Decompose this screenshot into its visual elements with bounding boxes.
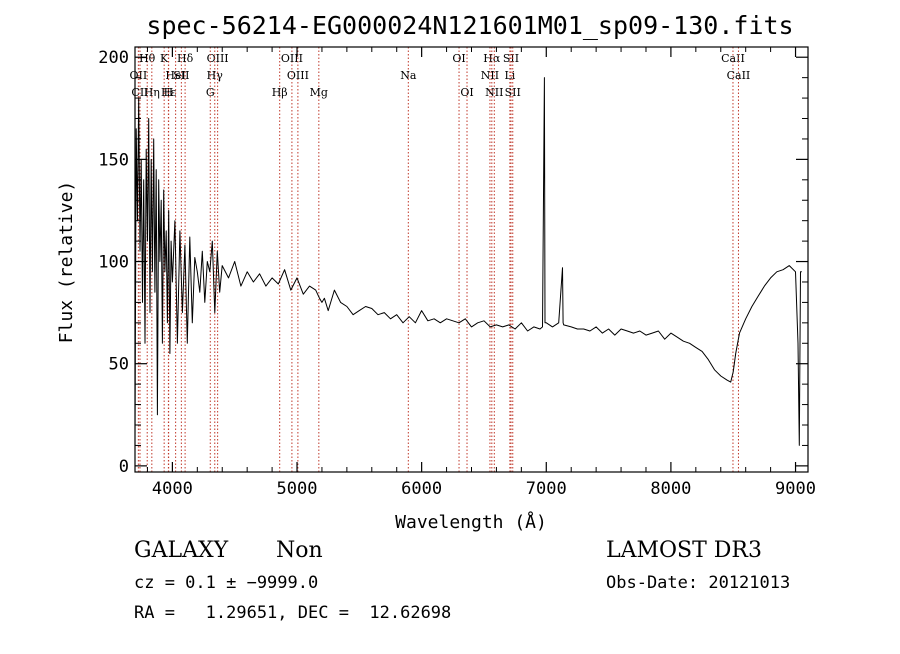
x-tick-label: 7000 (526, 479, 567, 499)
survey-label: LAMOST DR3 (606, 538, 762, 563)
spectral-line-label: NII (481, 69, 499, 82)
y-axis-label: Flux (relative) (56, 181, 77, 344)
y-tick-label: 100 (98, 253, 129, 273)
y-tick-label: 0 (119, 457, 129, 477)
spectral-line-label: OIII (207, 52, 229, 65)
y-axis: 0 50 100 150 200 (98, 48, 808, 477)
spectral-line-label: G (206, 86, 215, 99)
y-tick-label: 50 (109, 355, 129, 375)
chart-title: spec-56214-EG000024N121601M01_sp09-130.f… (146, 11, 793, 40)
spectral-line-label: OI (460, 86, 473, 99)
spectral-line-label: OII (130, 69, 148, 82)
plot-frame (134, 46, 809, 473)
spectral-line-label: Hθ (139, 52, 156, 65)
x-tick-label: 6000 (401, 479, 442, 499)
spectral-line-label: OI (452, 52, 465, 65)
x-tick-label: 4000 (152, 479, 193, 499)
redshift-label: cz = 0.1 ± −9999.0 (134, 573, 319, 593)
x-tick-label: 5000 (277, 479, 318, 499)
spectral-line-label: NII (485, 86, 503, 99)
x-tick-label: 9000 (775, 479, 816, 499)
spectral-line-label: SII (505, 86, 521, 99)
spectral-line-label: CaII (727, 69, 751, 82)
spectral-line-label: Li (504, 69, 515, 82)
spectral-line-label: Mg (310, 86, 328, 99)
spectral-line-label: Na (400, 69, 417, 82)
coordinates-label: RA = 1.29651, DEC = 12.62698 (134, 603, 452, 623)
spectral-line-label: OIII (281, 52, 303, 65)
spectrum-series-line (134, 77, 802, 446)
spectral-line-label: SII (503, 52, 519, 65)
x-tick-label: 8000 (650, 479, 691, 499)
x-axis: 4000 5000 6000 7000 8000 9000 (146, 47, 816, 499)
classification-label: GALAXY (134, 538, 229, 563)
y-tick-label: 150 (98, 150, 129, 170)
spectral-line-label: OIII (287, 69, 309, 82)
spectral-line-label: K (160, 52, 169, 65)
spectral-line-label: CII (131, 86, 148, 99)
obs-date-label: Obs-Date: 20121013 (606, 573, 791, 593)
spectral-line-label: Hη (144, 86, 160, 99)
spectrum-layer (134, 77, 802, 446)
spectral-line-label: Hδ (177, 52, 194, 65)
y-tick-label: 200 (98, 48, 129, 68)
x-axis-label: Wavelength (Å) (395, 511, 547, 533)
spectral-line-label: CaII (721, 52, 745, 65)
subclass-label: Non (276, 538, 323, 563)
spectral-line-label: SII (173, 69, 189, 82)
spectral-line-label: Hβ (272, 86, 288, 99)
spectral-line-label: Hα (483, 52, 501, 65)
spectral-line-label: H (164, 86, 174, 99)
spectral-line-label: HeI (165, 69, 185, 82)
spectral-line-label: Hγ (207, 69, 224, 82)
